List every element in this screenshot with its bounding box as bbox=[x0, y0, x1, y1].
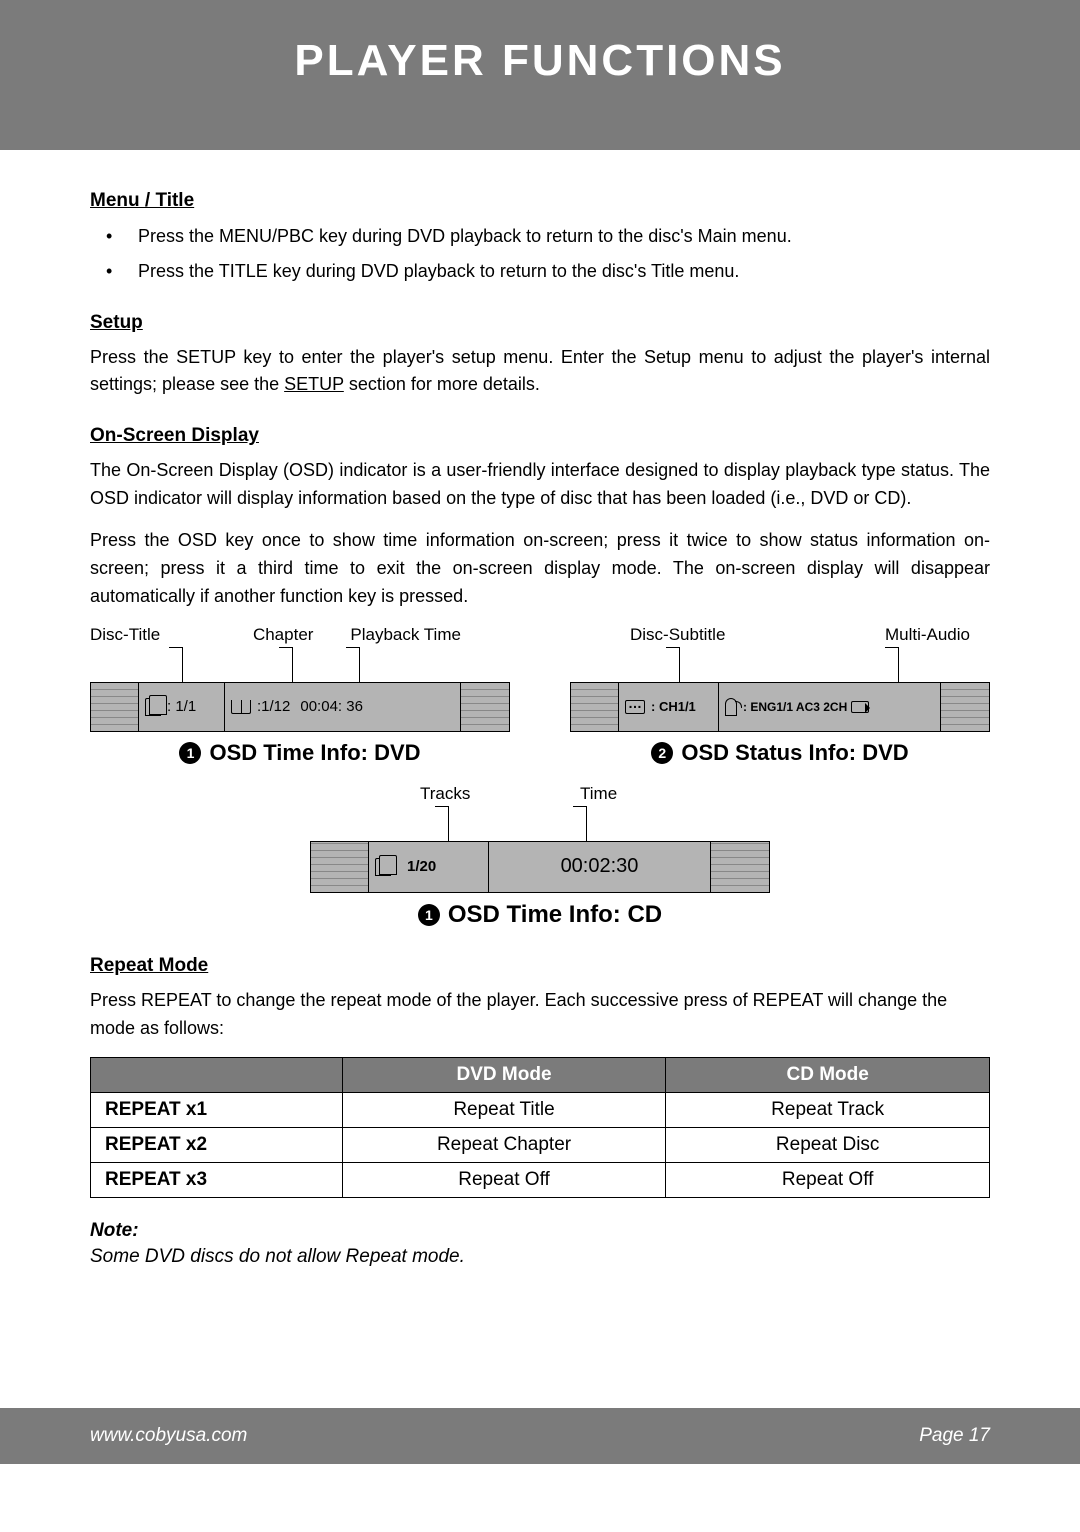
val-cd-time: 00:02:30 bbox=[561, 855, 639, 878]
heading-repeat: Repeat Mode bbox=[90, 955, 990, 977]
heading-setup: Setup bbox=[90, 312, 990, 334]
label-disc-subtitle: Disc-Subtitle bbox=[570, 625, 780, 647]
subtitle-icon bbox=[625, 700, 645, 714]
label-chapter: Chapter bbox=[216, 625, 350, 647]
osd-dvd-time-block: Disc-Title Chapter Playback Time : 1/1 :… bbox=[90, 625, 510, 766]
note-label: Note: bbox=[90, 1220, 990, 1242]
strip-audio-cell: : ENG1/1 AC3 2CH bbox=[719, 683, 941, 731]
footer-page: Page 17 bbox=[919, 1425, 990, 1447]
table-header-row: DVD Mode CD Mode bbox=[91, 1057, 990, 1092]
strip-tracks-cell: 1/20 bbox=[369, 842, 489, 892]
bullet-item: Press the MENU/PBC key during DVD playba… bbox=[90, 222, 990, 251]
caption-text: OSD Time Info: CD bbox=[448, 901, 662, 929]
val-tracks: 1/20 bbox=[407, 858, 436, 875]
osd-para1: The On-Screen Display (OSD) indicator is… bbox=[90, 457, 990, 513]
circled-number-icon: 1 bbox=[179, 742, 201, 764]
table-cell: REPEAT x2 bbox=[91, 1127, 343, 1162]
bullet-item: Press the TITLE key during DVD playback … bbox=[90, 257, 990, 286]
circled-number-icon: 2 bbox=[651, 742, 673, 764]
val-title: : 1/1 bbox=[167, 698, 196, 715]
table-cell: REPEAT x1 bbox=[91, 1092, 343, 1127]
table-header-cell bbox=[91, 1057, 343, 1092]
caption-text: OSD Time Info: DVD bbox=[209, 740, 420, 766]
table-cell: Repeat Disc bbox=[666, 1127, 990, 1162]
strip-hatch-cell bbox=[941, 683, 989, 731]
strip-hatch-cell bbox=[461, 683, 509, 731]
table-cell: Repeat Chapter bbox=[342, 1127, 666, 1162]
osd-para2: Press the OSD key once to show time info… bbox=[90, 527, 990, 611]
caption-text: OSD Status Info: DVD bbox=[681, 740, 908, 766]
val-time: 00:04: 36 bbox=[300, 698, 363, 715]
page-header: PLAYER FUNCTIONS bbox=[0, 0, 1080, 150]
setup-text-pre: Press the SETUP key to enter the player'… bbox=[90, 347, 990, 395]
label-time: Time bbox=[540, 784, 770, 806]
strip-chapter-cell: :1/12 00:04: 36 bbox=[225, 683, 461, 731]
repeat-paragraph: Press REPEAT to change the repeat mode o… bbox=[90, 987, 990, 1043]
page-footer: www.cobyusa.com Page 17 bbox=[0, 1408, 1080, 1464]
table-header-cell: DVD Mode bbox=[342, 1057, 666, 1092]
strip-hatch-cell bbox=[711, 842, 769, 892]
osd-dvd-time-caption: 1 OSD Time Info: DVD bbox=[90, 740, 510, 766]
camera-icon bbox=[851, 701, 869, 713]
strip-hatch-cell bbox=[571, 683, 619, 731]
page-title: PLAYER FUNCTIONS bbox=[294, 36, 785, 86]
table-cell: Repeat Title bbox=[342, 1092, 666, 1127]
table-cell: REPEAT x3 bbox=[91, 1162, 343, 1197]
footer-url: www.cobyusa.com bbox=[90, 1425, 247, 1447]
label-playback-time: Playback Time bbox=[350, 625, 510, 647]
osd-cd-time-strip: 1/20 00:02:30 bbox=[310, 841, 770, 893]
table-row: REPEAT x1 Repeat Title Repeat Track bbox=[91, 1092, 990, 1127]
repeat-table: DVD Mode CD Mode REPEAT x1 Repeat Title … bbox=[90, 1057, 990, 1198]
setup-text-post: section for more details. bbox=[344, 374, 540, 394]
val-chapter: :1/12 bbox=[257, 698, 290, 715]
table-cell: Repeat Off bbox=[666, 1162, 990, 1197]
pages-icon bbox=[145, 698, 161, 716]
strip-cd-time-cell: 00:02:30 bbox=[489, 842, 711, 892]
label-tracks: Tracks bbox=[310, 784, 540, 806]
table-cell: Repeat Track bbox=[666, 1092, 990, 1127]
note-text: Some DVD discs do not allow Repeat mode. bbox=[90, 1246, 990, 1268]
strip-subtitle-cell: : CH1/1 bbox=[619, 683, 719, 731]
circled-number-icon: 1 bbox=[418, 904, 440, 926]
table-row: REPEAT x3 Repeat Off Repeat Off bbox=[91, 1162, 990, 1197]
setup-paragraph: Press the SETUP key to enter the player'… bbox=[90, 344, 990, 400]
menu-title-bullets: Press the MENU/PBC key during DVD playba… bbox=[90, 222, 990, 286]
osd-cd-time-caption: 1 OSD Time Info: CD bbox=[310, 901, 770, 929]
osd-diagrams: Disc-Title Chapter Playback Time : 1/1 :… bbox=[90, 625, 990, 929]
strip-title-cell: : 1/1 bbox=[139, 683, 225, 731]
label-multi-audio: Multi-Audio bbox=[780, 625, 990, 647]
osd-dvd-status-strip: : CH1/1 : ENG1/1 AC3 2CH bbox=[570, 682, 990, 732]
table-header-cell: CD Mode bbox=[666, 1057, 990, 1092]
strip-hatch-cell bbox=[311, 842, 369, 892]
heading-menu-title: Menu / Title bbox=[90, 190, 990, 212]
label-disc-title: Disc-Title bbox=[90, 625, 216, 647]
osd-dvd-status-block: Disc-Subtitle Multi-Audio : CH1/1 : ENG1… bbox=[570, 625, 990, 766]
table-cell: Repeat Off bbox=[342, 1162, 666, 1197]
table-row: REPEAT x2 Repeat Chapter Repeat Disc bbox=[91, 1127, 990, 1162]
strip-hatch-cell bbox=[91, 683, 139, 731]
heading-osd: On-Screen Display bbox=[90, 425, 990, 447]
page-content: Menu / Title Press the MENU/PBC key duri… bbox=[0, 150, 1080, 1288]
book-icon bbox=[231, 700, 251, 714]
osd-cd-time-block: Tracks Time 1/20 00:02:30 1 OSD Time Inf… bbox=[310, 784, 770, 929]
audio-icon bbox=[725, 698, 737, 716]
pages-icon bbox=[375, 858, 391, 876]
val-subtitle: : CH1/1 bbox=[651, 699, 696, 714]
setup-link: SETUP bbox=[284, 374, 344, 394]
val-audio: : ENG1/1 AC3 2CH bbox=[743, 700, 847, 714]
osd-dvd-time-strip: : 1/1 :1/12 00:04: 36 bbox=[90, 682, 510, 732]
osd-dvd-status-caption: 2 OSD Status Info: DVD bbox=[570, 740, 990, 766]
